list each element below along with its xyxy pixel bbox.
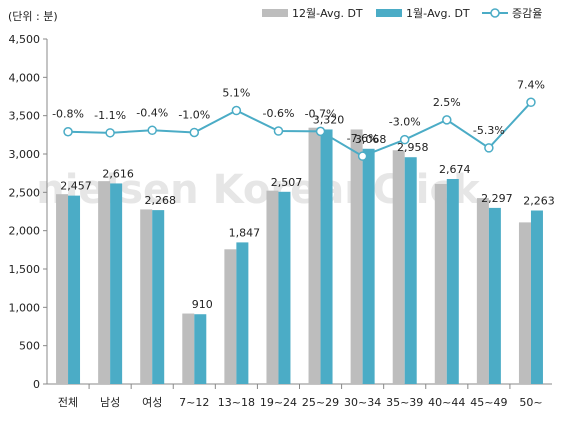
- bar-value-label: 3,068: [355, 133, 387, 146]
- rate-marker: [189, 127, 200, 138]
- y-tick-label: 4,500: [9, 33, 41, 46]
- rate-line: [63, 97, 536, 161]
- bar-dec: [140, 209, 153, 384]
- bar-value-label: 910: [192, 298, 213, 311]
- bar-jan: [194, 314, 207, 384]
- bar-jan: [530, 210, 543, 384]
- rate-label: -1.1%: [94, 109, 126, 122]
- bar-value-labels: 2,457 2,616 2,268 910 1,847 2,507 3,320 3,068 2,…: [60, 113, 554, 311]
- bar-dec: [266, 190, 279, 384]
- rate-label: 7.4%: [517, 78, 545, 91]
- bar-dec: [434, 183, 447, 384]
- rate-marker: [484, 143, 494, 153]
- bar-jan: [362, 148, 375, 384]
- category-label: 13~18: [218, 396, 255, 409]
- bar-value-label: 2,268: [144, 194, 176, 207]
- rate-label: -0.7%: [305, 107, 337, 120]
- rate-marker: [273, 126, 284, 136]
- y-axis-ticks: 0 500 1,000 1,500 2,000 2,500 3,000 3,500 4,000 4…: [9, 33, 47, 391]
- category-label: 여성: [142, 396, 162, 409]
- category-label: 35~39: [386, 396, 423, 409]
- bar-dec: [350, 129, 363, 384]
- bar-dec: [308, 127, 321, 384]
- rate-line-path: [68, 101, 532, 158]
- legend-label-jan: 1월-Avg. DT: [406, 7, 470, 20]
- category-label: 전체: [58, 396, 78, 409]
- legend-label-dec: 12월-Avg. DT: [292, 7, 363, 20]
- bar-dec: [56, 194, 69, 384]
- category-label: 25~29: [302, 396, 339, 409]
- category-label: 7~12: [179, 396, 209, 409]
- category-label: 남성: [100, 396, 120, 409]
- bar-jan: [446, 178, 459, 384]
- rate-label: -7.6%: [347, 132, 379, 145]
- y-tick-label: 3,000: [9, 148, 41, 161]
- unit-label: (단위 : 분): [8, 10, 58, 23]
- rate-marker: [315, 126, 326, 137]
- rate-marker: [147, 125, 157, 136]
- rate-label: -5.3%: [473, 124, 505, 137]
- category-label: 19~24: [260, 396, 297, 409]
- bars: [56, 127, 543, 384]
- bar-dec: [392, 150, 405, 384]
- rate-marker: [105, 128, 115, 138]
- rate-label: 5.1%: [222, 87, 250, 100]
- bar-jan: [404, 157, 417, 384]
- category-label: 45~49: [470, 396, 507, 409]
- bar-dec: [182, 313, 195, 384]
- bar-value-label: 2,616: [102, 167, 134, 180]
- bar-dec: [476, 198, 489, 384]
- bar-jan: [320, 129, 333, 384]
- bar-value-label: 2,958: [397, 141, 429, 154]
- rate-marker: [442, 115, 452, 125]
- rate-label: -0.8%: [52, 108, 84, 121]
- rate-marker: [231, 105, 242, 116]
- bar-jan: [488, 207, 501, 384]
- y-tick-label: 2,000: [9, 225, 41, 238]
- legend-swatch-dec: [262, 9, 288, 17]
- bar-jan: [68, 195, 81, 384]
- y-tick-label: 1,500: [9, 263, 41, 276]
- legend: 12월-Avg. DT 1월-Avg. DT 증감율: [262, 7, 542, 20]
- bar-value-label: 2,507: [271, 176, 303, 189]
- legend-marker-rate: [490, 8, 500, 18]
- bar-value-label: 2,297: [481, 192, 513, 205]
- rate-label: -0.4%: [136, 106, 168, 119]
- rate-labels: -0.8% -1.1% -0.4% -1.0%5.1%-0.6% -0.7%-7.6%-…: [52, 78, 545, 145]
- category-label: 50~: [519, 396, 542, 409]
- rate-marker: [399, 134, 410, 145]
- legend-swatch-jan: [376, 9, 402, 17]
- rate-label: -0.6%: [262, 107, 294, 120]
- rate-marker: [63, 126, 73, 137]
- bar-jan: [236, 242, 249, 384]
- y-tick-label: 1,000: [9, 301, 41, 314]
- rate-label: 2.5%: [433, 96, 461, 109]
- category-label: 40~44: [428, 396, 465, 409]
- bar-value-label: 1,847: [229, 226, 261, 239]
- y-tick-label: 4,000: [9, 71, 41, 84]
- bar-jan: [278, 191, 291, 384]
- bar-value-label: 2,457: [60, 180, 92, 193]
- rate-marker: [357, 151, 368, 161]
- bar-value-label: 3,320: [313, 113, 345, 126]
- bar-dec: [518, 222, 531, 384]
- bar-value-label: 2,674: [439, 163, 471, 176]
- bar-jan: [110, 183, 123, 384]
- bar-jan: [152, 210, 165, 384]
- rate-label: -3.0%: [389, 116, 421, 129]
- y-tick-label: 3,500: [9, 110, 41, 123]
- bar-dec: [98, 181, 111, 384]
- bar-dec: [224, 249, 237, 384]
- y-tick-label: 0: [33, 378, 40, 391]
- category-label: 30~34: [344, 396, 381, 409]
- y-tick-label: 500: [19, 340, 40, 353]
- rate-label: -1.0%: [178, 108, 210, 121]
- rate-marker: [526, 97, 536, 108]
- x-axis-categories: 전체 남성 여성 7~12 13~18 19~24 25~29 30~34 35~39 40~44…: [58, 384, 543, 409]
- legend-label-rate: 증감율: [512, 7, 542, 20]
- bar-value-label: 2,263: [523, 195, 555, 208]
- y-tick-label: 2,500: [9, 186, 41, 199]
